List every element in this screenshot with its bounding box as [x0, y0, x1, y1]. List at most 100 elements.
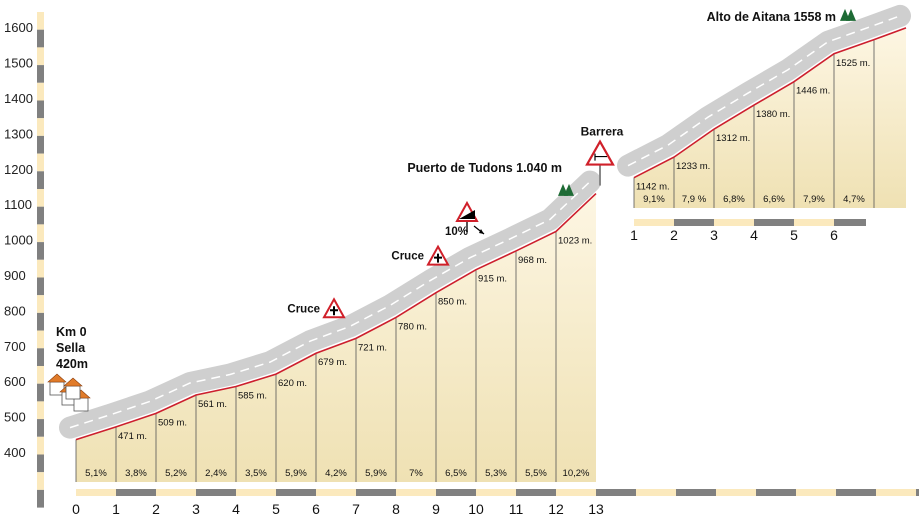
y-axis-bar-segment — [37, 224, 44, 243]
y-tick-label: 1400 — [4, 91, 33, 106]
y-axis-bar-segment — [37, 348, 44, 366]
altitude-label: 968 m. — [518, 255, 547, 266]
x-axis-bar-segment — [196, 489, 236, 496]
altitude-label: 1023 m. — [558, 235, 592, 246]
altitude-label: 721 m. — [358, 342, 387, 353]
annotation-slope-label: 10% — [445, 226, 468, 238]
gradient-label: 9,1% — [643, 194, 665, 205]
x-tick-label: 1 — [112, 501, 120, 517]
y-axis-bar-segment — [37, 242, 44, 260]
y-axis-bar-segment — [37, 171, 44, 189]
y-axis-bar-segment — [37, 489, 44, 508]
x-axis-bar-segment — [76, 489, 116, 496]
y-axis-bar-segment — [37, 436, 44, 455]
y-tick-label: 900 — [4, 268, 26, 283]
altitude-label: 1233 m. — [676, 161, 710, 172]
x-tick-label: 3 — [710, 227, 718, 243]
x-axis-bar-segment — [754, 219, 794, 226]
altitude-label: 585 m. — [238, 391, 267, 402]
x-axis-bar-segment — [236, 489, 276, 496]
x-tick-label: 10 — [468, 501, 484, 517]
x-axis-bar-segment — [756, 489, 796, 496]
start-place-label: Sella — [56, 341, 86, 355]
y-axis-bar-segment — [37, 259, 44, 278]
altitude-label: 1142 m. — [636, 182, 670, 193]
altitude-label: 620 m. — [278, 378, 307, 389]
gradient-label: 10,2% — [563, 468, 590, 479]
gradient-label: 2,4% — [205, 468, 227, 479]
gradient-label: 7,9 % — [682, 194, 707, 205]
x-tick-label: 11 — [509, 501, 524, 517]
altitude-label: 471 m. — [118, 431, 147, 442]
x-tick-label: 13 — [588, 501, 604, 517]
y-tick-label: 1300 — [4, 126, 33, 141]
y-tick-label: 700 — [4, 339, 26, 354]
road-centre-dashes — [69, 181, 591, 429]
gradient-label: 3,5% — [245, 468, 267, 479]
x-axis-bar-segment — [556, 489, 596, 496]
x-axis-bar-segment — [276, 489, 316, 496]
x-axis-bar-segment — [836, 489, 876, 496]
x-tick-label: 3 — [192, 501, 200, 517]
y-tick-label: 1500 — [4, 56, 33, 71]
x-tick-label: 4 — [232, 501, 240, 517]
altitude-label: 915 m. — [478, 274, 507, 285]
gradient-label: 3,8% — [125, 468, 147, 479]
y-axis-bar-segment — [37, 206, 44, 225]
annotation-barrier-label: Barrera — [581, 125, 624, 139]
y-tick-label: 1600 — [4, 20, 33, 35]
profile-line — [75, 192, 597, 441]
x-axis-bar-segment — [834, 219, 866, 226]
cross-glyph — [434, 253, 442, 263]
x-axis-bar-segment — [794, 219, 834, 226]
x-axis-bar-segment — [516, 489, 556, 496]
altitude-label: 1446 m. — [796, 86, 830, 97]
x-tick-label: 8 — [392, 501, 400, 517]
y-axis-bar-segment — [37, 383, 44, 402]
y-axis-bar-segment — [37, 135, 44, 154]
village-roof-icon — [63, 377, 83, 387]
y-axis-bar-segment — [37, 277, 44, 296]
y-axis-bar-segment — [37, 118, 44, 136]
altitude-label: 1312 m. — [716, 133, 750, 144]
altitude-label: 509 m. — [158, 417, 187, 428]
start-altitude-label: 420m — [56, 357, 88, 371]
y-tick-label: 800 — [4, 303, 26, 318]
y-axis-bar-segment — [37, 12, 44, 30]
x-tick-label: 1 — [630, 227, 638, 243]
village-roof-icon — [47, 373, 67, 383]
y-axis-bar-segment — [37, 47, 44, 66]
barrier-glyph — [594, 153, 607, 161]
y-axis-bar-segment — [37, 330, 44, 349]
slope-glyph — [459, 209, 475, 219]
annotation-summit-label: Alto de Aitana 1558 m — [707, 10, 836, 24]
x-axis-bar-segment — [436, 489, 476, 496]
x-tick-label: 9 — [432, 501, 440, 517]
profile-area — [634, 27, 906, 208]
gradient-label: 7% — [409, 468, 423, 479]
road-centre-dashes — [627, 15, 901, 167]
x-tick-label: 2 — [152, 501, 160, 517]
y-axis-bar-segment — [37, 312, 44, 331]
y-axis-bar-segment — [37, 454, 44, 473]
y-tick-label: 1100 — [4, 197, 32, 212]
x-tick-label: 4 — [750, 227, 758, 243]
barrier-sign-icon — [585, 139, 615, 166]
y-tick-label: 600 — [4, 374, 26, 389]
annotation-cruce-label: Cruce — [287, 303, 320, 315]
altitude-label: 561 m. — [198, 399, 227, 410]
y-axis-bar-segment — [37, 419, 44, 437]
x-axis-bar-segment — [316, 489, 356, 496]
gradient-label: 5,9% — [285, 468, 307, 479]
y-axis-bar-segment — [37, 401, 44, 420]
x-tick-label: 6 — [830, 227, 838, 243]
gradient-label: 5,1% — [85, 468, 107, 479]
x-axis-bar-segment — [116, 489, 156, 496]
y-axis-bar-segment — [37, 189, 44, 207]
x-tick-label: 5 — [272, 501, 280, 517]
profile-area — [76, 193, 596, 482]
y-axis-bar-segment — [37, 29, 44, 48]
x-axis-bar-segment — [636, 489, 676, 496]
gradient-label: 5,9% — [365, 468, 387, 479]
tree-icon — [564, 183, 574, 196]
